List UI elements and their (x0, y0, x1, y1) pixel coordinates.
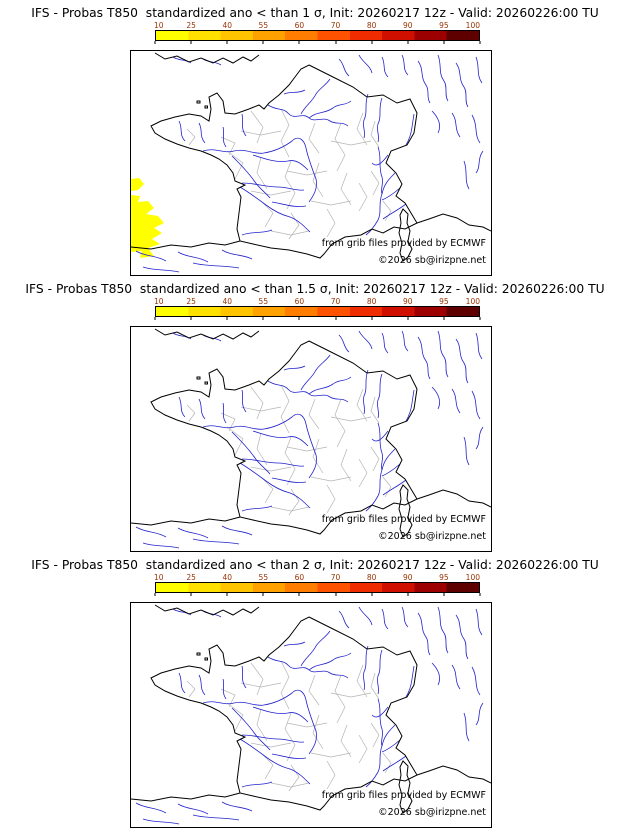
forecast-panel-1_5sigma: IFS - Probas T850 standardized ano < tha… (0, 276, 630, 552)
colorbar-tick-label: 55 (258, 297, 269, 306)
colorbar-tick-mark (443, 593, 445, 596)
colorbar: 10 25 40 55 60 70 80 90 95 100 (154, 21, 481, 44)
credit-ecmwf: from grib files provided by ECMWF (321, 238, 486, 249)
colorbar-tick-mark (335, 593, 337, 596)
colorbar-tick-mark (479, 317, 481, 320)
colorbar-tick-label: 90 (402, 297, 413, 306)
colorbar-tick-label: 10 (154, 297, 164, 306)
colorbar: 10 25 40 55 60 70 80 90 95 100 (154, 297, 481, 320)
panel-title: IFS - Probas T850 standardized ano < tha… (25, 282, 605, 296)
forecast-panel-2sigma: IFS - Probas T850 standardized ano < tha… (0, 552, 630, 828)
colorbar-tick-label: 25 (186, 21, 196, 30)
colorbar-tick-label: 100 (465, 573, 480, 582)
colorbar-tick-mark (154, 41, 156, 44)
colorbar-tick-label: 55 (258, 573, 269, 582)
colorbar-tick-mark (190, 317, 192, 320)
colorbar-tick-label: 60 (294, 21, 305, 30)
map-frame: from grib files provided by ECMWF ©2026 … (130, 326, 492, 552)
colorbar-tick-mark (407, 41, 409, 44)
colorbar-tick-mark (371, 41, 373, 44)
colorbar-tick-mark (298, 593, 300, 596)
colorbar-ticks (154, 317, 481, 320)
colorbar-tick-label: 10 (154, 573, 164, 582)
colorbar-tick-mark (479, 41, 481, 44)
colorbar-tick-mark (226, 317, 228, 320)
colorbar-tick-label: 25 (186, 297, 196, 306)
colorbar-tick-mark (335, 41, 337, 44)
colorbar-tick-mark (154, 593, 156, 596)
panel-title: IFS - Probas T850 standardized ano < tha… (31, 6, 599, 20)
panel-title: IFS - Probas T850 standardized ano < tha… (31, 558, 599, 572)
credit-ecmwf: from grib files provided by ECMWF (321, 514, 486, 525)
colorbar-ticks (154, 593, 481, 596)
credit-copyright: ©2026 sb@irizpne.net (378, 255, 486, 266)
colorbar-tick-label: 40 (222, 21, 232, 30)
credit-ecmwf: from grib files provided by ECMWF (321, 790, 486, 801)
colorbar: 10 25 40 55 60 70 80 90 95 100 (154, 573, 481, 596)
colorbar-tick-label: 70 (330, 573, 341, 582)
colorbar-tick-label: 80 (366, 297, 377, 306)
france-map (131, 52, 491, 273)
colorbar-tick-label: 100 (465, 297, 480, 306)
colorbar-tick-mark (262, 41, 264, 44)
colorbar-tick-label: 25 (186, 573, 196, 582)
colorbar-tick-mark (298, 41, 300, 44)
colorbar-tick-mark (443, 41, 445, 44)
colorbar-gradient (155, 582, 480, 593)
colorbar-tick-label: 40 (222, 573, 232, 582)
map-frame: from grib files provided by ECMWF ©2026 … (130, 50, 492, 276)
colorbar-tick-mark (190, 41, 192, 44)
credit-copyright: ©2026 sb@irizpne.net (378, 531, 486, 542)
colorbar-tick-mark (226, 593, 228, 596)
probability-region-yellow (131, 178, 164, 258)
colorbar-tick-mark (443, 317, 445, 320)
credit-copyright: ©2026 sb@irizpne.net (378, 807, 486, 818)
colorbar-gradient (155, 30, 480, 41)
colorbar-tick-label: 70 (330, 21, 341, 30)
colorbar-tick-label: 80 (366, 573, 377, 582)
colorbar-tick-mark (154, 317, 156, 320)
map-frame: from grib files provided by ECMWF ©2026 … (130, 602, 492, 828)
colorbar-tick-mark (190, 593, 192, 596)
colorbar-tick-mark (407, 593, 409, 596)
colorbar-tick-label: 70 (330, 297, 341, 306)
colorbar-tick-label: 95 (439, 297, 449, 306)
colorbar-tick-mark (226, 41, 228, 44)
colorbar-ticks (154, 41, 481, 44)
colorbar-tick-label: 100 (465, 21, 480, 30)
colorbar-tick-label: 60 (294, 297, 305, 306)
colorbar-tick-mark (262, 593, 264, 596)
colorbar-tick-label: 90 (402, 21, 413, 30)
colorbar-tick-mark (407, 317, 409, 320)
colorbar-labels: 10 25 40 55 60 70 80 90 95 100 (154, 21, 480, 30)
colorbar-labels: 10 25 40 55 60 70 80 90 95 100 (154, 297, 480, 306)
colorbar-tick-label: 80 (366, 21, 377, 30)
colorbar-tick-mark (371, 593, 373, 596)
colorbar-tick-label: 60 (294, 573, 305, 582)
colorbar-tick-label: 10 (154, 21, 164, 30)
colorbar-tick-label: 55 (258, 21, 269, 30)
colorbar-tick-label: 90 (402, 573, 413, 582)
colorbar-tick-mark (298, 317, 300, 320)
colorbar-tick-label: 95 (439, 21, 449, 30)
colorbar-tick-mark (371, 317, 373, 320)
colorbar-tick-mark (479, 593, 481, 596)
colorbar-labels: 10 25 40 55 60 70 80 90 95 100 (154, 573, 480, 582)
colorbar-gradient (155, 306, 480, 317)
colorbar-tick-label: 95 (439, 573, 449, 582)
colorbar-tick-mark (335, 317, 337, 320)
colorbar-tick-label: 40 (222, 297, 232, 306)
forecast-panel-1sigma: IFS - Probas T850 standardized ano < tha… (0, 0, 630, 276)
colorbar-tick-mark (262, 317, 264, 320)
